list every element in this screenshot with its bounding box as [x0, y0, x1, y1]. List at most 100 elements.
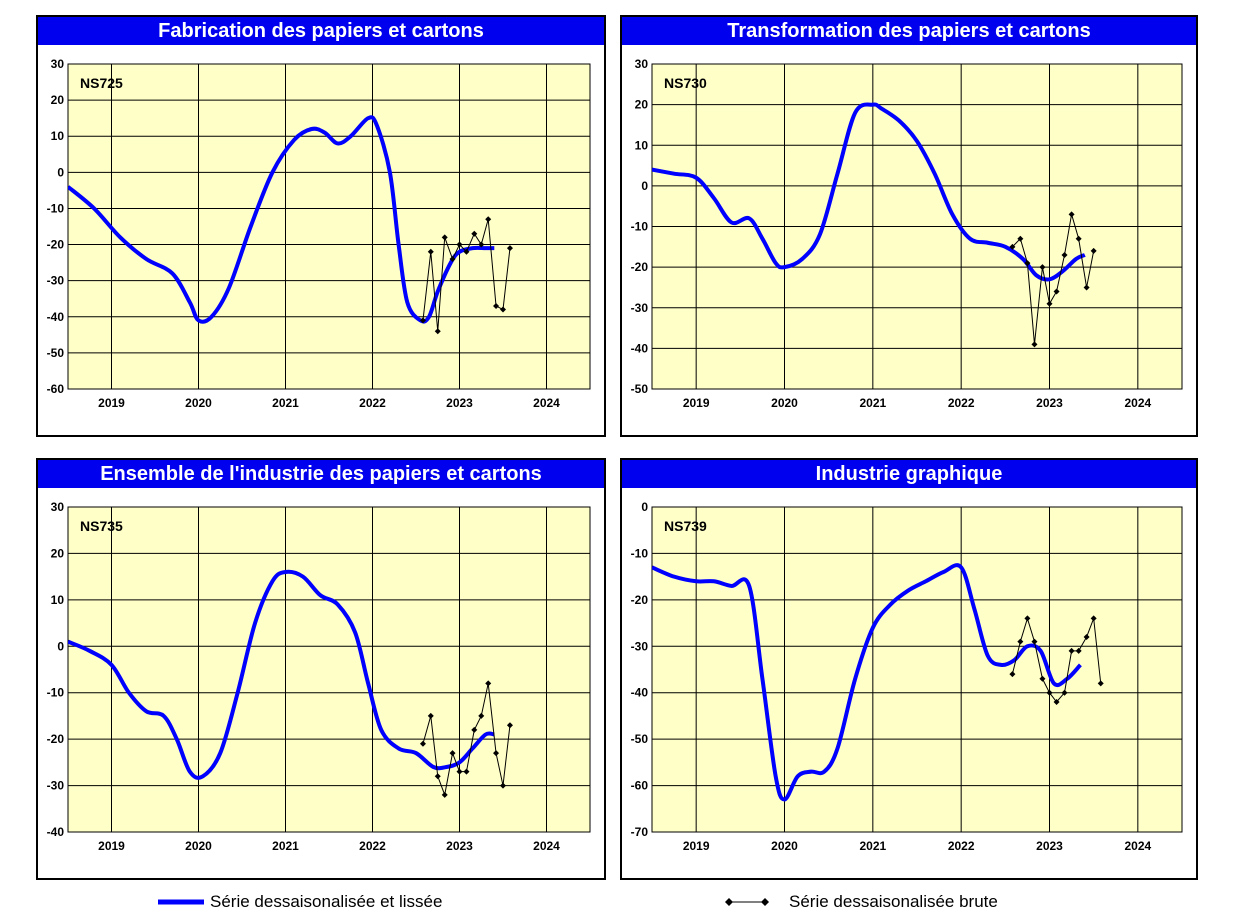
x-tick-label: 2022 — [948, 396, 975, 410]
x-tick-label: 2019 — [683, 396, 710, 410]
y-tick-label: -60 — [631, 779, 649, 793]
raw-series-point — [493, 750, 500, 757]
y-tick-label: 10 — [51, 593, 65, 607]
raw-series-point — [434, 328, 441, 335]
x-tick-label: 2024 — [1124, 396, 1151, 410]
smooth-series-line — [68, 569, 495, 780]
y-tick-label: -10 — [47, 686, 65, 700]
series-code-label: NS730 — [664, 75, 707, 91]
x-tick-label: 2023 — [446, 839, 473, 853]
raw-series-point — [1075, 647, 1082, 654]
y-tick-label: 20 — [51, 546, 65, 560]
y-tick-label: 10 — [51, 129, 65, 143]
y-tick-label: -50 — [47, 346, 65, 360]
y-tick-label: 20 — [51, 93, 65, 107]
raw-series-point — [1031, 341, 1038, 348]
raw-series-point — [506, 245, 513, 252]
raw-series-line — [1012, 214, 1095, 345]
raw-series-point — [1017, 235, 1024, 242]
raw-series-point — [441, 791, 448, 798]
raw-series-point — [427, 248, 434, 255]
raw-series-point — [419, 740, 426, 747]
raw-series-point — [478, 712, 485, 719]
raw-series-point — [427, 712, 434, 719]
x-tick-label: 2023 — [446, 396, 473, 410]
raw-series-point — [1083, 634, 1090, 640]
chart-title: Fabrication des papiers et cartons — [38, 17, 604, 45]
y-tick-label: 30 — [51, 500, 65, 514]
y-tick-label: 30 — [51, 57, 65, 71]
x-tick-label: 2021 — [859, 396, 886, 410]
raw-series-point — [441, 234, 448, 241]
y-tick-label: 0 — [641, 500, 648, 514]
x-tick-label: 2022 — [359, 839, 386, 853]
chart-svg: 30 20 10 0 -10 -20 -30 -40 -50 2019 2020 2021 2022 20… — [631, 57, 1183, 410]
x-tick-label: 2020 — [185, 839, 212, 853]
raw-series-point — [1009, 243, 1016, 250]
y-tick-label: -50 — [631, 382, 649, 396]
x-tick-label: 2021 — [272, 396, 299, 410]
raw-series-point — [456, 768, 463, 775]
x-tick-label: 2019 — [98, 839, 125, 853]
raw-series-point — [471, 726, 478, 733]
y-tick-label: -40 — [631, 686, 649, 700]
y-tick-label: -20 — [47, 732, 65, 746]
x-tick-label: 2020 — [771, 839, 798, 853]
x-tick-label: 2024 — [533, 839, 560, 853]
raw-series-point — [500, 782, 506, 789]
raw-series-point — [1068, 211, 1075, 218]
raw-series-point — [471, 230, 478, 237]
raw-series-point — [493, 302, 500, 309]
raw-series-point — [1053, 288, 1060, 295]
y-tick-label: 0 — [57, 639, 64, 653]
y-tick-label: -40 — [631, 341, 649, 355]
plot-area — [651, 506, 1183, 833]
raw-series-point — [478, 241, 485, 248]
raw-series-point — [1024, 260, 1031, 267]
raw-series-point — [1090, 247, 1097, 254]
raw-series-point — [1046, 689, 1053, 696]
raw-series-point — [1083, 284, 1090, 291]
raw-series-point — [1090, 615, 1097, 622]
x-tick-label: 2019 — [98, 396, 125, 410]
raw-series-point — [1017, 638, 1024, 645]
y-tick-label: -30 — [47, 779, 65, 793]
chart-panel-ns725: Fabrication des papiers et cartons 30 20 1… — [36, 15, 606, 437]
y-tick-label: 30 — [635, 57, 649, 71]
raw-series-point — [1097, 680, 1104, 687]
legend-raw-label: Série dessaisonalisée brute — [789, 892, 998, 911]
chart-svg: 0 -10 -20 -30 -40 -50 -60 -70 2019 2020 2021 2022 20… — [631, 500, 1183, 853]
y-tick-label: -40 — [47, 825, 65, 839]
chart-title: Industrie graphique — [622, 460, 1196, 488]
raw-series-point — [456, 241, 463, 248]
chart-panel-ns739: Industrie graphique 0 -10 -20 -30 -40 -50 -60 -… — [620, 458, 1198, 880]
raw-series-point — [1039, 675, 1046, 682]
raw-series-point — [1068, 647, 1075, 654]
raw-series-point — [1024, 615, 1031, 622]
legend-raw-swatch — [725, 898, 769, 906]
raw-series-point — [434, 773, 441, 780]
x-tick-label: 2020 — [185, 396, 212, 410]
legend-smooth-swatch — [158, 899, 204, 905]
y-tick-label: -60 — [47, 382, 65, 396]
y-tick-label: 20 — [635, 98, 649, 112]
raw-series-point — [1009, 671, 1016, 678]
y-tick-label: -10 — [47, 201, 65, 215]
raw-series-point — [449, 750, 456, 757]
raw-series-point — [1061, 689, 1068, 696]
y-tick-label: -50 — [631, 732, 649, 746]
y-tick-label: -70 — [631, 825, 649, 839]
legend-raw: Série dessaisonalisée brute — [725, 890, 998, 914]
y-tick-label: -20 — [631, 593, 649, 607]
y-tick-label: 0 — [641, 179, 648, 193]
plot-area — [67, 63, 591, 390]
raw-series-point — [1075, 235, 1082, 242]
y-tick-label: -30 — [47, 274, 65, 288]
chart-title: Transformation des papiers et cartons — [622, 17, 1196, 45]
x-tick-label: 2019 — [683, 839, 710, 853]
raw-series-point — [449, 256, 456, 262]
raw-series-point — [506, 722, 513, 729]
series-code-label: NS739 — [664, 518, 707, 534]
x-tick-label: 2020 — [771, 396, 798, 410]
x-tick-label: 2023 — [1036, 839, 1063, 853]
